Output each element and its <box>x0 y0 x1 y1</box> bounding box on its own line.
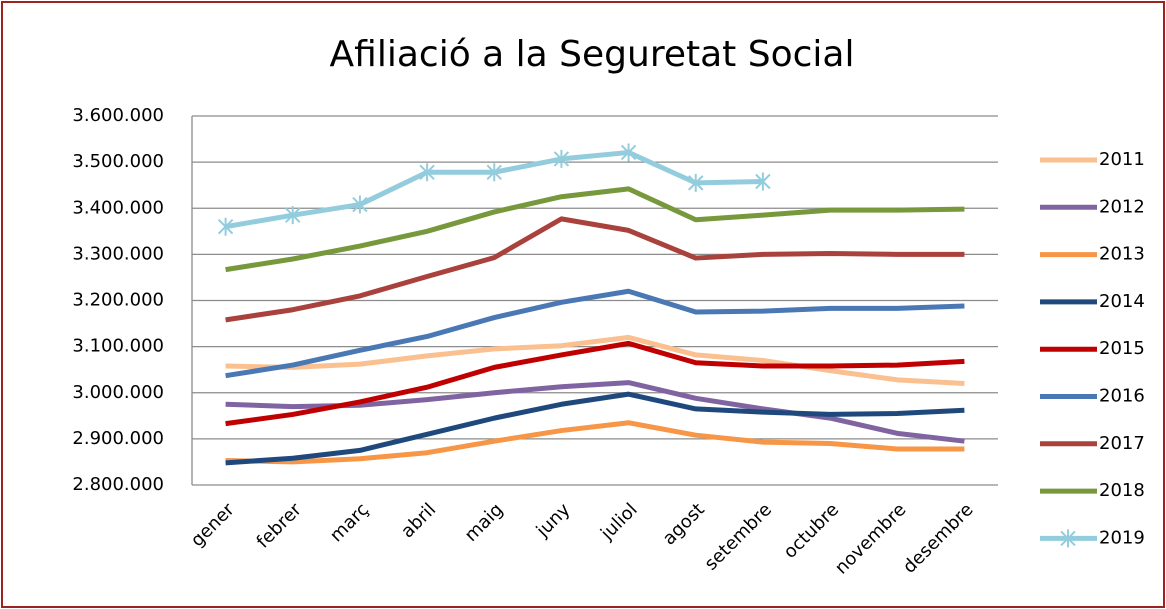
marker <box>486 163 502 182</box>
marker <box>688 173 704 192</box>
legend-label: 2012 <box>1099 196 1145 217</box>
marker <box>352 195 368 214</box>
y-tick-label: 3.300.000 <box>72 243 164 264</box>
y-tick-label: 3.200.000 <box>72 290 164 311</box>
series-line <box>225 420 965 465</box>
marker <box>285 206 301 225</box>
series-line <box>225 334 965 387</box>
marker <box>217 217 234 236</box>
marker <box>553 149 570 168</box>
y-tick-label: 2.800.000 <box>72 474 164 495</box>
legend-label: 2013 <box>1099 244 1145 265</box>
y-tick-label: 3.100.000 <box>72 336 164 357</box>
series-line <box>225 186 965 273</box>
series-line <box>225 288 965 379</box>
legend-label: 2018 <box>1099 480 1145 501</box>
y-tick-label: 3.600.000 <box>72 105 164 126</box>
legend-label: 2014 <box>1099 291 1145 312</box>
marker <box>419 163 435 182</box>
chart-title: Afiliació a la Seguretat Social <box>330 34 855 75</box>
legend-label: 2017 <box>1099 433 1145 454</box>
y-tick-label: 3.500.000 <box>72 151 164 172</box>
legend-label: 2011 <box>1099 149 1145 170</box>
legend-label: 2015 <box>1099 338 1145 359</box>
legend-label: 2019 <box>1099 527 1145 548</box>
marker <box>620 143 637 162</box>
y-tick-label: 3.000.000 <box>72 382 164 403</box>
y-tick-label: 3.400.000 <box>72 197 164 218</box>
legend-marker <box>1060 529 1076 548</box>
y-tick-label: 2.900.000 <box>72 428 164 449</box>
series-line <box>225 216 965 323</box>
legend-label: 2016 <box>1099 386 1145 407</box>
marker <box>755 172 771 191</box>
series-line <box>225 391 965 466</box>
series-line <box>225 340 965 427</box>
